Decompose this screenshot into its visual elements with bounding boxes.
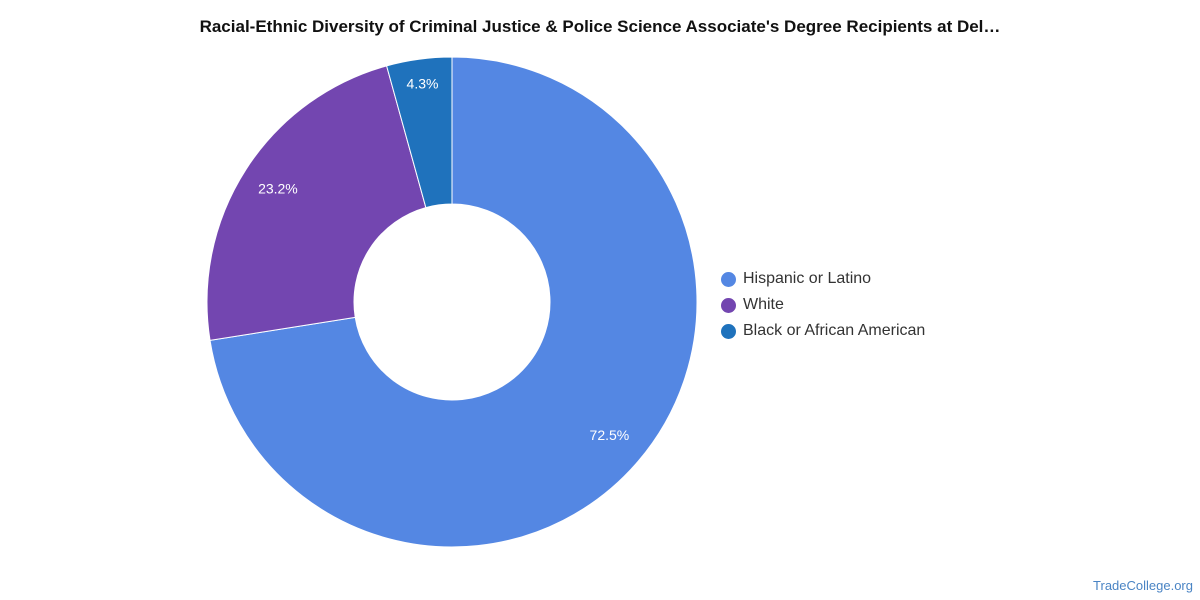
legend: Hispanic or Latino White Black or African … — [721, 266, 925, 344]
slice-label-hispanic-or-latino: 72.5% — [590, 427, 630, 443]
legend-item-white[interactable]: White — [721, 292, 925, 318]
source-credit[interactable]: TradeCollege.org — [1093, 578, 1193, 593]
legend-item-black-or-african-american[interactable]: Black or African American — [721, 318, 925, 344]
slice-label-black-or-african-american: 4.3% — [407, 76, 439, 92]
legend-swatch-icon — [721, 271, 736, 287]
slice-hispanic-or-latino[interactable] — [209, 56, 698, 548]
legend-item-hispanic-or-latino[interactable]: Hispanic or Latino — [721, 266, 925, 292]
legend-swatch-icon — [721, 323, 736, 339]
chart-title: Racial-Ethnic Diversity of Criminal Just… — [199, 17, 1001, 36]
legend-label: Hispanic or Latino — [743, 270, 872, 287]
legend-label: Black or African American — [743, 322, 926, 339]
legend-label: White — [743, 296, 784, 313]
legend-swatch-icon — [721, 297, 736, 313]
slice-label-white: 23.2% — [258, 181, 298, 197]
slice-black-or-african-american[interactable] — [385, 56, 453, 209]
slice-white[interactable] — [206, 65, 427, 341]
